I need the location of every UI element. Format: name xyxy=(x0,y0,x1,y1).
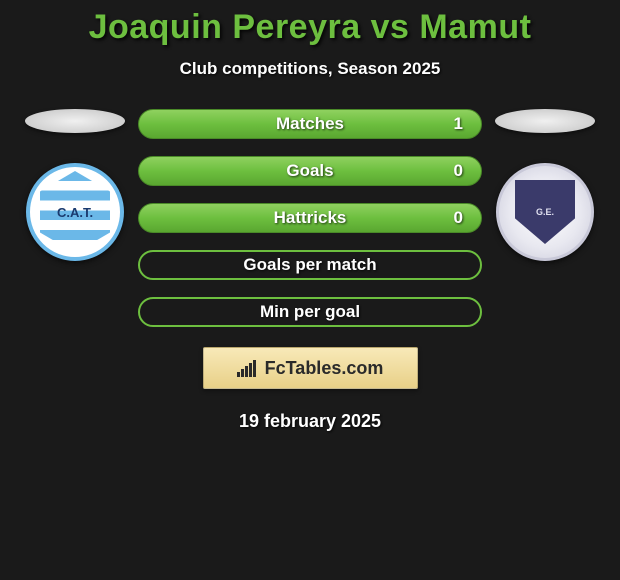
stats-card: Joaquin Pereyra vs Mamut Club competitio… xyxy=(0,0,620,432)
main-row: C.A.T. Matches 1 Goals 0 Hattricks 0 Goa… xyxy=(0,109,620,327)
logo-text: FcTables.com xyxy=(265,358,384,379)
right-team-badge: G.E. xyxy=(496,163,594,261)
stat-min-per-goal: Min per goal xyxy=(138,297,482,327)
left-disc xyxy=(25,109,125,133)
stat-label: Hattricks xyxy=(274,208,347,228)
right-column: G.E. xyxy=(485,109,605,261)
left-column: C.A.T. xyxy=(15,109,135,261)
left-team-badge: C.A.T. xyxy=(26,163,124,261)
fctables-logo: FcTables.com xyxy=(203,347,418,389)
date-text: 19 february 2025 xyxy=(0,411,620,432)
left-badge-text: C.A.T. xyxy=(40,171,110,253)
stat-label: Goals per match xyxy=(243,255,376,275)
stat-goals: Goals 0 xyxy=(138,156,482,186)
stat-matches: Matches 1 xyxy=(138,109,482,139)
subtitle: Club competitions, Season 2025 xyxy=(0,59,620,79)
bar-chart-icon xyxy=(237,359,259,377)
stat-label: Min per goal xyxy=(260,302,360,322)
right-badge-text: G.E. xyxy=(515,180,575,244)
stats-column: Matches 1 Goals 0 Hattricks 0 Goals per … xyxy=(138,109,482,327)
right-disc xyxy=(495,109,595,133)
stat-goals-per-match: Goals per match xyxy=(138,250,482,280)
page-title: Joaquin Pereyra vs Mamut xyxy=(0,8,620,47)
stat-value: 0 xyxy=(454,208,463,228)
stat-label: Matches xyxy=(276,114,344,134)
stat-value: 1 xyxy=(454,114,463,134)
stat-hattricks: Hattricks 0 xyxy=(138,203,482,233)
stat-value: 0 xyxy=(454,161,463,181)
stat-label: Goals xyxy=(286,161,333,181)
